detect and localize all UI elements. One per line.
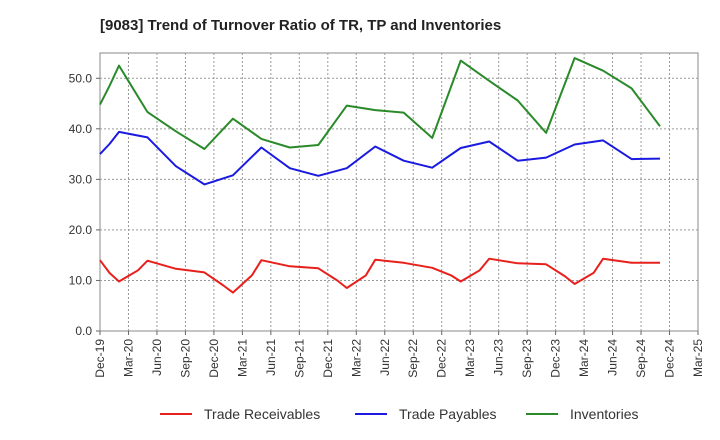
x-tick-label: Mar-21 xyxy=(235,339,249,377)
x-tick-label: Dec-23 xyxy=(549,339,563,378)
x-tick-label: Dec-19 xyxy=(93,339,107,378)
y-tick-label: 20.0 xyxy=(69,223,93,237)
y-tick-label: 0.0 xyxy=(75,324,92,338)
y-tick-label: 40.0 xyxy=(69,122,93,136)
x-tick-label: Sep-24 xyxy=(634,339,648,378)
legend: Trade Receivables Trade Payables Inventori… xyxy=(160,406,638,422)
plot-area xyxy=(99,52,699,332)
x-tick-label: Mar-23 xyxy=(463,339,477,377)
x-tick-label: Sep-21 xyxy=(292,339,306,378)
x-tick-label: Mar-24 xyxy=(577,339,591,377)
x-tick-label: Jun-21 xyxy=(264,339,278,376)
series-lines xyxy=(99,57,661,294)
legend-label: Inventories xyxy=(570,406,638,422)
x-tick-label: Sep-23 xyxy=(520,339,534,378)
y-axis: 0.0 10.0 20.0 30.0 40.0 50.0 xyxy=(69,71,100,338)
x-tick-label: Jun-20 xyxy=(150,339,164,376)
x-tick-label: Dec-22 xyxy=(435,339,449,378)
y-tick-label: 30.0 xyxy=(69,172,93,186)
x-tick-label: Mar-25 xyxy=(691,339,705,377)
x-axis: Dec-19 Mar-20 Jun-20 Sep-20 Dec-20 Mar-21 Jun-… xyxy=(93,331,705,378)
x-tick-label: Jun-24 xyxy=(606,339,620,376)
series-line xyxy=(99,257,660,294)
legend-label: Trade Payables xyxy=(399,406,497,422)
chart-title: [9083] Trend of Turnover Ratio of TR, TP… xyxy=(100,17,501,34)
x-tick-label: Dec-24 xyxy=(663,339,677,378)
legend-label: Trade Receivables xyxy=(204,406,320,422)
series-line xyxy=(99,130,661,186)
x-tick-label: Mar-20 xyxy=(121,339,135,377)
x-tick-label: Sep-20 xyxy=(178,339,192,378)
series-line xyxy=(99,57,661,150)
x-tick-label: Dec-21 xyxy=(321,339,335,378)
x-tick-label: Jun-22 xyxy=(378,339,392,376)
x-tick-label: Mar-22 xyxy=(349,339,363,377)
y-tick-label: 10.0 xyxy=(69,273,93,287)
x-tick-label: Dec-20 xyxy=(207,339,221,378)
x-tick-label: Sep-22 xyxy=(406,339,420,378)
y-tick-label: 50.0 xyxy=(69,71,93,85)
x-tick-label: Jun-23 xyxy=(492,339,506,376)
